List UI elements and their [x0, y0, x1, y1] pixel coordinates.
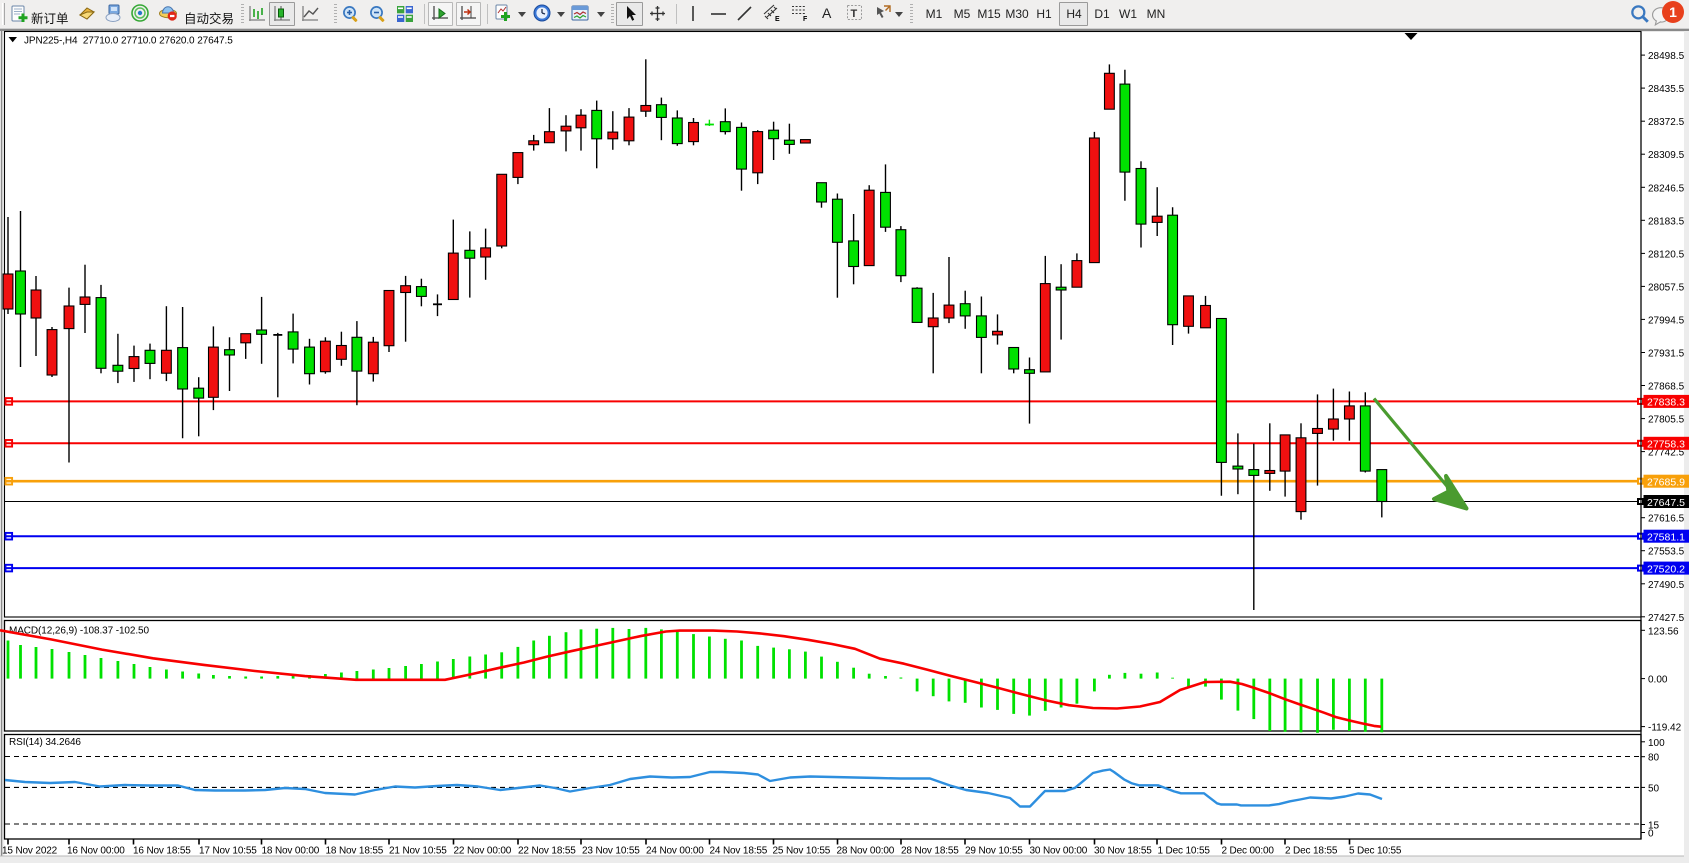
- svg-text:1 Dec 10:55: 1 Dec 10:55: [1158, 846, 1211, 857]
- svg-text:27685.9: 27685.9: [1647, 477, 1685, 489]
- svg-text:27805.5: 27805.5: [1648, 415, 1685, 426]
- svg-text:27616.5: 27616.5: [1648, 514, 1685, 525]
- svg-text:100: 100: [1648, 738, 1665, 749]
- svg-text:123.56: 123.56: [1648, 626, 1679, 637]
- svg-text:28183.5: 28183.5: [1648, 216, 1685, 227]
- svg-text:RSI(14) 34.2646: RSI(14) 34.2646: [9, 737, 81, 748]
- svg-text:0: 0: [1648, 829, 1654, 840]
- svg-text:28 Nov 18:55: 28 Nov 18:55: [901, 846, 959, 857]
- svg-text:15: 15: [1648, 821, 1660, 832]
- svg-text:0.00: 0.00: [1648, 675, 1668, 686]
- svg-text:MACD(12,26,9) -108.37 -102.50: MACD(12,26,9) -108.37 -102.50: [9, 626, 149, 637]
- svg-text:28120.5: 28120.5: [1648, 249, 1685, 260]
- svg-text:27838.3: 27838.3: [1647, 397, 1685, 409]
- svg-text:16 Nov 00:00: 16 Nov 00:00: [67, 846, 125, 857]
- svg-text:27742.5: 27742.5: [1648, 448, 1685, 459]
- svg-text:-119.42: -119.42: [1648, 723, 1682, 734]
- svg-text:21 Nov 10:55: 21 Nov 10:55: [389, 846, 447, 857]
- svg-text:27647.5: 27647.5: [1647, 497, 1685, 509]
- svg-text:24 Nov 18:55: 24 Nov 18:55: [710, 846, 768, 857]
- svg-text:27931.5: 27931.5: [1648, 349, 1685, 360]
- svg-text:28246.5: 28246.5: [1648, 183, 1685, 194]
- svg-text:2 Dec 00:00: 2 Dec 00:00: [1222, 846, 1275, 857]
- svg-text:15 Nov 2022: 15 Nov 2022: [2, 846, 58, 857]
- svg-text:80: 80: [1648, 753, 1660, 764]
- svg-text:30 Nov 18:55: 30 Nov 18:55: [1094, 846, 1152, 857]
- svg-text:F: F: [803, 16, 808, 22]
- svg-text:E: E: [775, 16, 780, 22]
- svg-text:25 Nov 10:55: 25 Nov 10:55: [773, 846, 831, 857]
- svg-text:22 Nov 00:00: 22 Nov 00:00: [454, 846, 512, 857]
- svg-text:27553.5: 27553.5: [1648, 547, 1685, 558]
- svg-text:27427.5: 27427.5: [1648, 613, 1685, 624]
- svg-text:50: 50: [1648, 783, 1660, 794]
- svg-text:24 Nov 00:00: 24 Nov 00:00: [646, 846, 704, 857]
- svg-text:28498.5: 28498.5: [1648, 51, 1685, 62]
- svg-text:28057.5: 28057.5: [1648, 282, 1685, 293]
- svg-text:29 Nov 10:55: 29 Nov 10:55: [965, 846, 1023, 857]
- svg-text:27490.5: 27490.5: [1648, 580, 1685, 591]
- svg-text:23 Nov 10:55: 23 Nov 10:55: [582, 846, 640, 857]
- svg-text:17 Nov 10:55: 17 Nov 10:55: [199, 846, 257, 857]
- svg-text:27520.2: 27520.2: [1647, 563, 1685, 575]
- svg-text:2 Dec 18:55: 2 Dec 18:55: [1285, 846, 1338, 857]
- svg-text:27994.5: 27994.5: [1648, 315, 1685, 326]
- svg-text:27581.1: 27581.1: [1647, 532, 1685, 544]
- svg-text:22 Nov 18:55: 22 Nov 18:55: [518, 846, 576, 857]
- svg-text:30 Nov 00:00: 30 Nov 00:00: [1030, 846, 1088, 857]
- svg-text:28 Nov 00:00: 28 Nov 00:00: [837, 846, 895, 857]
- svg-text:28309.5: 28309.5: [1648, 150, 1685, 161]
- svg-text:18 Nov 18:55: 18 Nov 18:55: [326, 846, 384, 857]
- svg-text:16 Nov 18:55: 16 Nov 18:55: [133, 846, 191, 857]
- svg-text:JPN225-,H4 27710.0 27710.0 27: JPN225-,H4 27710.0 27710.0 27620.0 27647…: [24, 36, 233, 47]
- svg-text:27868.5: 27868.5: [1648, 382, 1685, 393]
- svg-text:5 Dec 10:55: 5 Dec 10:55: [1349, 846, 1402, 857]
- svg-text:28372.5: 28372.5: [1648, 117, 1685, 128]
- svg-text:27758.3: 27758.3: [1647, 439, 1685, 451]
- svg-text:18 Nov 00:00: 18 Nov 00:00: [262, 846, 320, 857]
- svg-text:T: T: [851, 8, 858, 20]
- svg-text:28435.5: 28435.5: [1648, 84, 1685, 95]
